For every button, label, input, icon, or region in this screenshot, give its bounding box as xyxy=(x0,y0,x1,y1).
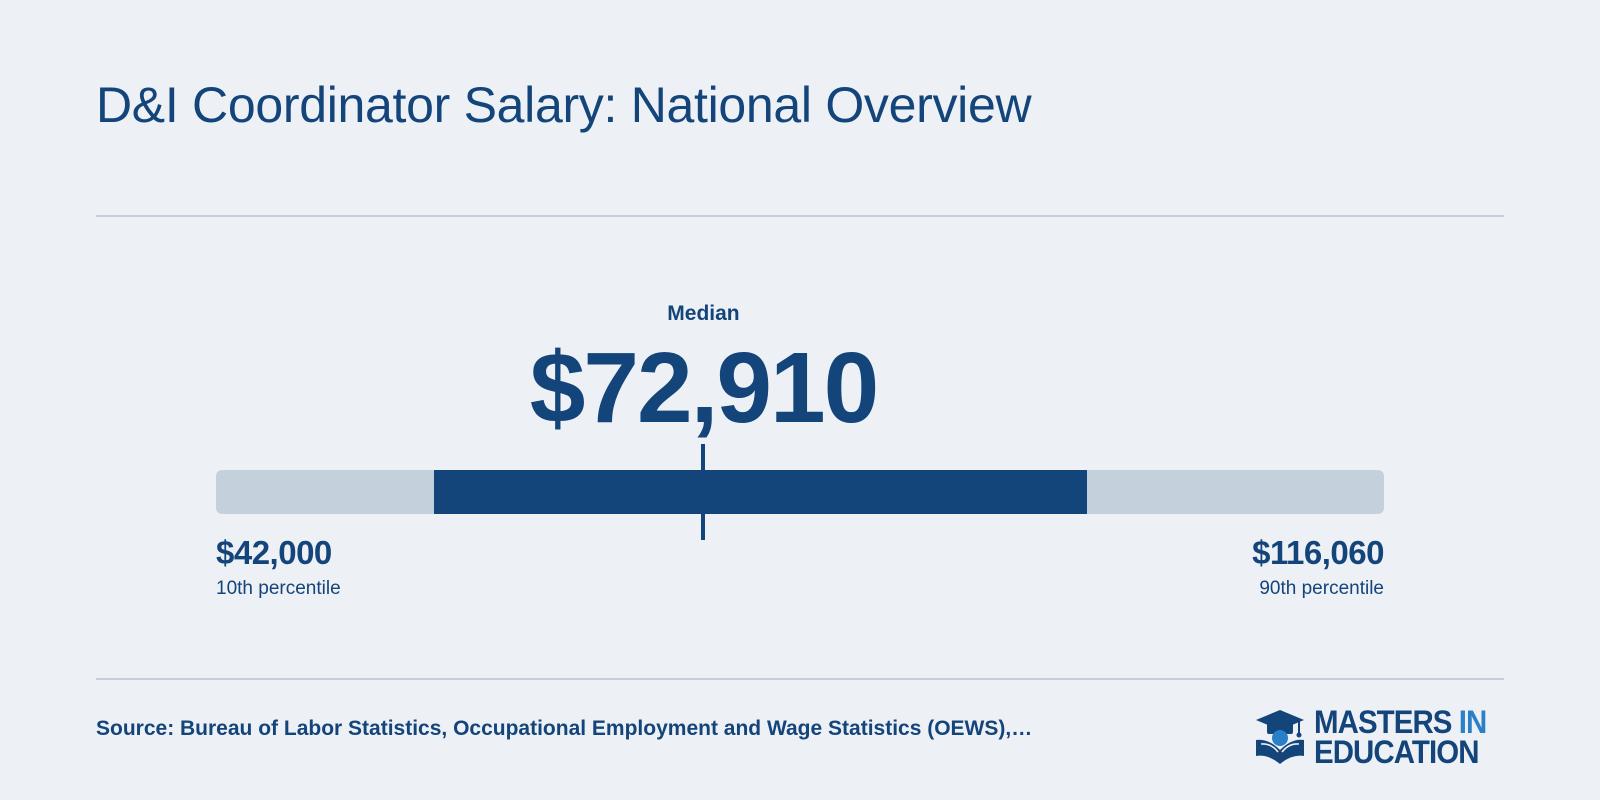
range-fill xyxy=(434,470,1088,514)
high-caption: 90th percentile xyxy=(1259,578,1384,599)
masters-in-education-logo: MASTERS IN EDUCATION xyxy=(1252,706,1504,768)
high-value: $116,060 xyxy=(1252,534,1384,571)
median-value: $72,910 xyxy=(529,332,879,444)
logo-masters: MASTERS xyxy=(1314,704,1452,740)
median-label: Median xyxy=(667,302,740,325)
logo-education: EDUCATION xyxy=(1314,734,1479,770)
logo-in: IN xyxy=(1458,704,1488,740)
median-marker xyxy=(701,444,706,540)
top-divider xyxy=(96,215,1504,217)
source-note: Source: Bureau of Labor Statistics, Occu… xyxy=(96,717,1033,740)
logo-wordmark: MASTERS IN EDUCATION xyxy=(1314,704,1488,770)
low-value: $42,000 xyxy=(216,534,332,571)
range-track xyxy=(216,470,1384,514)
low-caption: 10th percentile xyxy=(216,578,341,599)
graduation-cap-book-icon xyxy=(1256,710,1304,764)
page-title: D&I Coordinator Salary: National Overvie… xyxy=(96,77,1032,133)
bottom-divider xyxy=(96,678,1504,680)
